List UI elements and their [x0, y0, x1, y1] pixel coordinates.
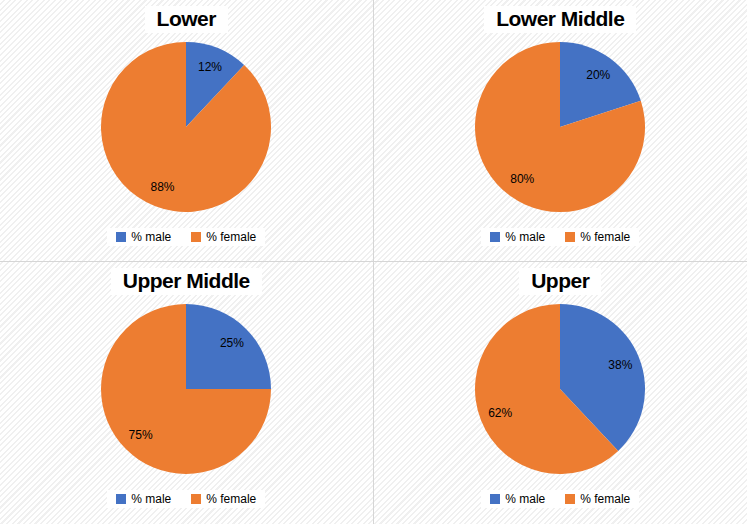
female-color-swatch — [565, 232, 575, 242]
chart-grid: Lower 12% 88% % male % female — [0, 0, 747, 524]
female-slice-label: 75% — [129, 429, 153, 441]
legend-item-female: % female — [191, 493, 256, 505]
legend-label-male: % male — [505, 493, 545, 505]
legend-label-female: % female — [206, 231, 256, 243]
female-color-swatch — [565, 494, 575, 504]
pie-chart-lower-middle: Lower Middle 20% 80% % male % female — [374, 0, 747, 262]
legend-label-female: % female — [580, 493, 630, 505]
legend: % male % female — [107, 228, 265, 246]
pie: 25% 75% — [101, 304, 271, 474]
legend: % male % female — [481, 228, 639, 246]
male-slice-label: 38% — [608, 359, 632, 371]
female-color-swatch — [191, 494, 201, 504]
legend-item-male: % male — [116, 493, 171, 505]
male-slice-label: 12% — [198, 61, 222, 73]
male-color-swatch — [490, 494, 500, 504]
male-color-swatch — [116, 232, 126, 242]
pie-chart-upper-middle: Upper Middle 25% 75% % male % female — [0, 262, 374, 524]
legend-label-male: % male — [131, 231, 171, 243]
legend-item-male: % male — [490, 493, 545, 505]
legend-item-female: % female — [565, 231, 630, 243]
chart-title: Upper Middle — [111, 268, 262, 295]
legend-label-female: % female — [580, 231, 630, 243]
slide-background: Lower 12% 88% % male % female — [0, 0, 747, 524]
legend-label-female: % female — [206, 493, 256, 505]
legend-label-male: % male — [505, 231, 545, 243]
pie-chart-upper: Upper 38% 62% % male % female — [374, 262, 747, 524]
pie: 12% 88% — [101, 42, 271, 212]
male-slice-label: 25% — [220, 337, 244, 349]
female-slice-label: 62% — [488, 407, 512, 419]
chart-title: Lower Middle — [484, 6, 636, 33]
female-slice-label: 80% — [510, 173, 534, 185]
pie: 20% 80% — [475, 42, 645, 212]
male-slice-label: 20% — [586, 69, 610, 81]
chart-title: Lower — [145, 6, 228, 33]
legend: % male % female — [481, 490, 639, 508]
legend-item-male: % male — [490, 231, 545, 243]
male-color-swatch — [490, 232, 500, 242]
legend-item-female: % female — [565, 493, 630, 505]
pie-chart-lower: Lower 12% 88% % male % female — [0, 0, 374, 262]
legend: % male % female — [107, 490, 265, 508]
female-color-swatch — [191, 232, 201, 242]
legend-item-female: % female — [191, 231, 256, 243]
chart-title: Upper — [519, 268, 601, 295]
legend-label-male: % male — [131, 493, 171, 505]
pie: 38% 62% — [475, 304, 645, 474]
female-slice-label: 88% — [150, 181, 174, 193]
male-color-swatch — [116, 494, 126, 504]
legend-item-male: % male — [116, 231, 171, 243]
